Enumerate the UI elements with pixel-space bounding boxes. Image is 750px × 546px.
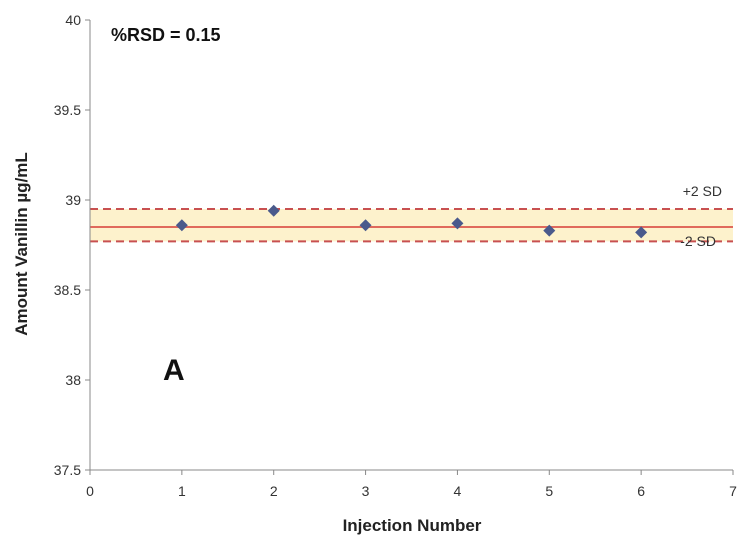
y-axis-title: Amount Vanillin µg/mL: [12, 152, 31, 336]
lower-limit-label: -2 SD: [680, 233, 716, 249]
y-tick-label: 38.5: [54, 282, 81, 298]
y-tick-label: 37.5: [54, 462, 81, 478]
data-point: [451, 217, 464, 230]
data-point: [359, 219, 372, 232]
y-tick-label: 38: [65, 372, 81, 388]
x-tick-label: 7: [729, 483, 737, 499]
rsd-annotation: %RSD = 0.15: [111, 25, 221, 45]
data-point: [635, 226, 648, 239]
sd-band: [90, 209, 733, 242]
x-tick-label: 2: [270, 483, 278, 499]
data-point: [175, 219, 188, 232]
x-tick-label: 3: [362, 483, 370, 499]
x-tick-label: 0: [86, 483, 94, 499]
x-tick-label: 1: [178, 483, 186, 499]
y-tick-label: 39.5: [54, 102, 81, 118]
upper-limit-label: +2 SD: [683, 183, 722, 199]
data-points: [175, 204, 648, 239]
data-point: [267, 204, 280, 217]
x-tick-label: 5: [545, 483, 553, 499]
x-axis-title: Injection Number: [343, 516, 482, 535]
x-tick-label: 4: [454, 483, 462, 499]
data-point: [543, 224, 556, 237]
x-tick-label: 6: [637, 483, 645, 499]
y-tick-label: 40: [65, 12, 81, 28]
panel-label: A: [163, 354, 185, 387]
y-ticks: 37.5 38 38.5 39 39.5 40: [54, 12, 90, 478]
y-tick-label: 39: [65, 192, 81, 208]
x-ticks: 0 1 2 3 4 5 6 7: [86, 470, 737, 499]
